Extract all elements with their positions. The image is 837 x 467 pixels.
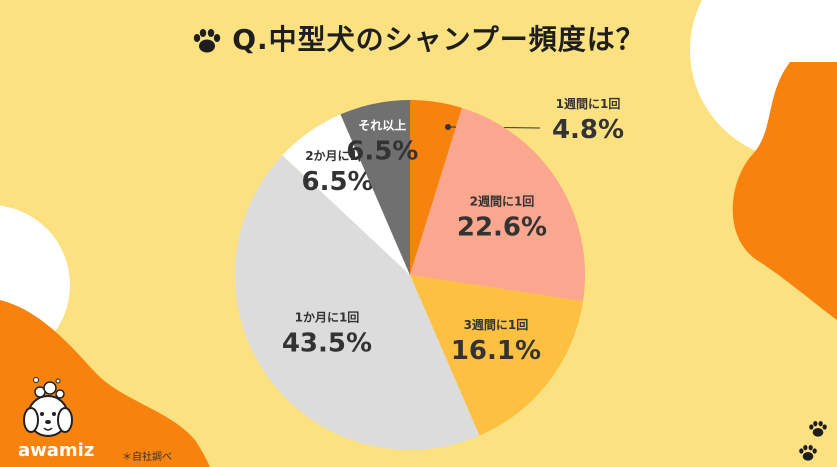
slice-label: 1か月に1回 — [295, 310, 360, 324]
slice-label: 1週間に1回 — [556, 96, 621, 111]
slice-value: 6.5% — [346, 136, 418, 166]
pie-slice — [234, 155, 480, 450]
source-note: ＊自社調べ — [122, 452, 172, 463]
paw-icon — [193, 29, 221, 53]
slice-value: 4.8% — [552, 115, 624, 145]
orange-blob-right — [732, 62, 837, 320]
slice-label: 2週間に1回 — [470, 193, 535, 208]
slice-label: 3週間に1回 — [464, 317, 529, 332]
pie-slice — [282, 114, 410, 275]
slice-value: 43.5% — [282, 328, 372, 358]
slice-value: 6.5% — [301, 167, 373, 197]
pie-slice — [340, 100, 410, 275]
pie-slice — [410, 107, 585, 302]
title-text: Q.中型犬のシャンプー頻度は？ — [232, 23, 645, 56]
page-title: Q.中型犬のシャンプー頻度は？ — [0, 18, 837, 58]
pie-slice — [410, 100, 462, 275]
paw-icon-small-top — [809, 421, 827, 437]
paw-icon-small-bottom — [799, 445, 817, 461]
slice-value: 22.6% — [457, 212, 547, 242]
slice-label: それ以上 — [358, 117, 406, 132]
slice-label: 2か月に1回 — [305, 149, 370, 163]
dog-mascot-icon — [23, 377, 73, 437]
slice-value: 16.1% — [451, 336, 541, 366]
pie-slice — [410, 275, 584, 436]
leader-dot — [445, 124, 451, 130]
brand-logo: awamiz — [18, 440, 95, 461]
